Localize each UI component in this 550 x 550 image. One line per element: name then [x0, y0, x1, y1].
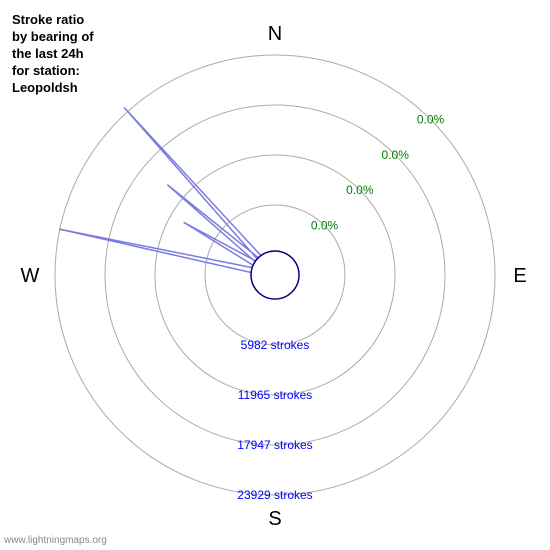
svg-text:11965 strokes: 11965 strokes: [238, 388, 313, 402]
polar-chart: 0.0% 0.0% 0.0% 0.0% 5982 strokes 11965 stroke…: [0, 0, 550, 550]
svg-text:0.0%: 0.0%: [417, 112, 445, 126]
svg-text:17947 strokes: 17947 strokes: [237, 438, 312, 452]
svg-text:E: E: [513, 265, 526, 287]
chart-title: Stroke ratio by bearing of the last 24h …: [12, 12, 94, 96]
svg-text:N: N: [268, 23, 282, 45]
svg-text:S: S: [268, 508, 281, 530]
svg-text:0.0%: 0.0%: [311, 219, 339, 233]
svg-text:23929 strokes: 23929 strokes: [237, 488, 312, 502]
svg-text:W: W: [21, 265, 40, 287]
svg-text:5982 strokes: 5982 strokes: [241, 338, 310, 352]
svg-text:0.0%: 0.0%: [382, 148, 410, 162]
svg-text:0.0%: 0.0%: [346, 183, 374, 197]
footer-credit: www.lightningmaps.org: [4, 535, 107, 546]
